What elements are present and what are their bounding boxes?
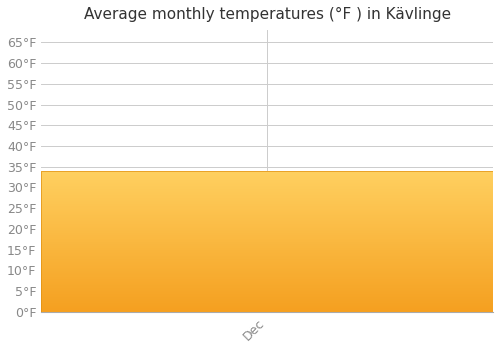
Bar	[42, 171, 493, 312]
Title: Average monthly temperatures (°F ) in Kävlinge: Average monthly temperatures (°F ) in Kä…	[84, 7, 450, 22]
Bar	[42, 171, 493, 312]
